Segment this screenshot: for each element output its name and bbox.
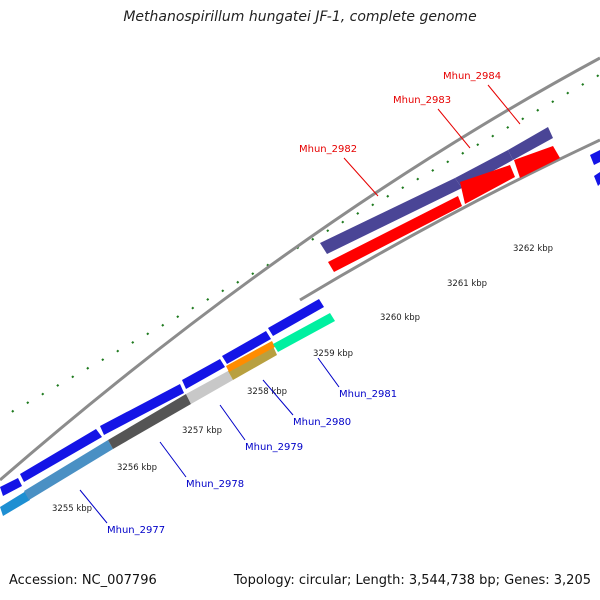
gene-block[interactable] [594, 172, 600, 186]
tick-mark [131, 340, 135, 344]
gene-labels: Mhun_2977 Mhun_2978 Mhun_2979 Mhun_2980 Mhun… [79, 71, 521, 536]
tick-label: 3258 kbp [247, 387, 287, 397]
tick-mark [521, 117, 525, 121]
summary-label: Topology: circular; Length: 3,544,738 bp… [233, 573, 591, 588]
gene-label[interactable]: Mhun_2977 [107, 525, 165, 536]
tick-mark [161, 323, 165, 327]
gene-block[interactable] [182, 359, 225, 389]
upper-gene-track [320, 127, 560, 272]
tick-mark [116, 349, 120, 353]
tick-mark [146, 332, 150, 336]
tick-mark [86, 366, 90, 370]
tick-mark [26, 401, 30, 405]
tick-mark [431, 168, 435, 172]
tick-mark [386, 194, 390, 198]
gene-label-leader [437, 108, 471, 149]
tick-label: 3261 kbp [447, 279, 487, 289]
gene-block[interactable] [273, 313, 335, 352]
tick-label: 3257 kbp [182, 426, 222, 436]
tick-label: 3256 kbp [117, 463, 157, 473]
gene-label-leader [317, 357, 340, 388]
tick-mark [56, 383, 60, 387]
tick-mark [551, 100, 555, 104]
tick-mark [506, 125, 510, 129]
page-title: Methanospirillum hungatei JF-1, complete… [123, 9, 477, 25]
tick-mark [596, 74, 600, 78]
gene-block[interactable] [0, 491, 30, 516]
tick-mark [446, 160, 450, 164]
gene-block[interactable] [24, 440, 113, 500]
tick-mark [341, 220, 345, 224]
gene-label-leader [159, 441, 187, 478]
gene-block[interactable] [226, 341, 275, 372]
tick-mark [266, 263, 270, 267]
tick-mark [236, 280, 240, 284]
gene-label[interactable]: Mhun_2980 [293, 417, 351, 428]
tick-mark [221, 289, 225, 293]
tick-mark [311, 237, 315, 241]
tick-mark [71, 375, 75, 379]
gene-label[interactable]: Mhun_2983 [393, 95, 451, 106]
tick-grid: 3255 kbp 3256 kbp 3257 kbp 3258 kbp 3259 kbp… [11, 74, 600, 514]
gene-block[interactable] [186, 371, 233, 404]
gene-block[interactable] [222, 331, 271, 364]
tick-mark [176, 315, 180, 319]
gene-label-leader [487, 84, 521, 125]
gene-block[interactable] [328, 196, 462, 272]
reverse-gene-track [0, 313, 335, 516]
gene-label[interactable]: Mhun_2984 [443, 71, 501, 82]
gene-label-leader [79, 489, 108, 524]
gene-label-leader [343, 157, 379, 197]
tick-mark [581, 82, 585, 86]
gene-label[interactable]: Mhun_2978 [186, 479, 244, 490]
gene-label-leader [262, 379, 294, 416]
tick-mark [41, 392, 45, 396]
tick-mark [536, 108, 540, 112]
tick-mark [416, 177, 420, 181]
tick-mark [206, 297, 210, 301]
gene-block[interactable] [514, 146, 560, 178]
tick-mark [251, 272, 255, 276]
tick-mark [371, 203, 375, 207]
gene-block[interactable] [20, 429, 102, 482]
gene-label[interactable]: Mhun_2982 [299, 144, 357, 155]
tick-mark [491, 134, 495, 138]
gene-label[interactable]: Mhun_2979 [245, 442, 303, 453]
tick-label: 3260 kbp [380, 313, 420, 323]
forward-gene-track [0, 150, 600, 496]
gene-block[interactable] [590, 150, 600, 165]
tick-label: 3259 kbp [313, 349, 353, 359]
accession-label: Accession: NC_007796 [9, 573, 157, 588]
gene-label-leader [219, 404, 246, 441]
inner-backbone [299, 138, 600, 302]
gene-block[interactable] [460, 165, 515, 204]
tick-mark [401, 186, 405, 190]
gene-block[interactable] [455, 150, 513, 188]
tick-mark [326, 229, 330, 233]
tick-mark [461, 151, 465, 155]
gene-block[interactable] [100, 384, 184, 435]
tick-label: 3262 kbp [513, 244, 553, 254]
gene-block[interactable] [508, 127, 553, 160]
gene-block[interactable] [0, 478, 22, 496]
gene-block[interactable] [320, 178, 462, 254]
tick-mark [101, 358, 105, 362]
outer-backbone [0, 56, 600, 482]
tick-mark [476, 143, 480, 147]
tick-mark [191, 306, 195, 310]
tick-mark [356, 211, 360, 215]
gene-block[interactable] [268, 299, 324, 336]
gene-block[interactable] [108, 394, 191, 449]
tick-label: 3255 kbp [52, 504, 92, 514]
gene-block[interactable] [228, 346, 277, 380]
tick-mark [11, 409, 15, 413]
tick-mark [566, 91, 570, 95]
gene-label[interactable]: Mhun_2981 [339, 389, 397, 400]
